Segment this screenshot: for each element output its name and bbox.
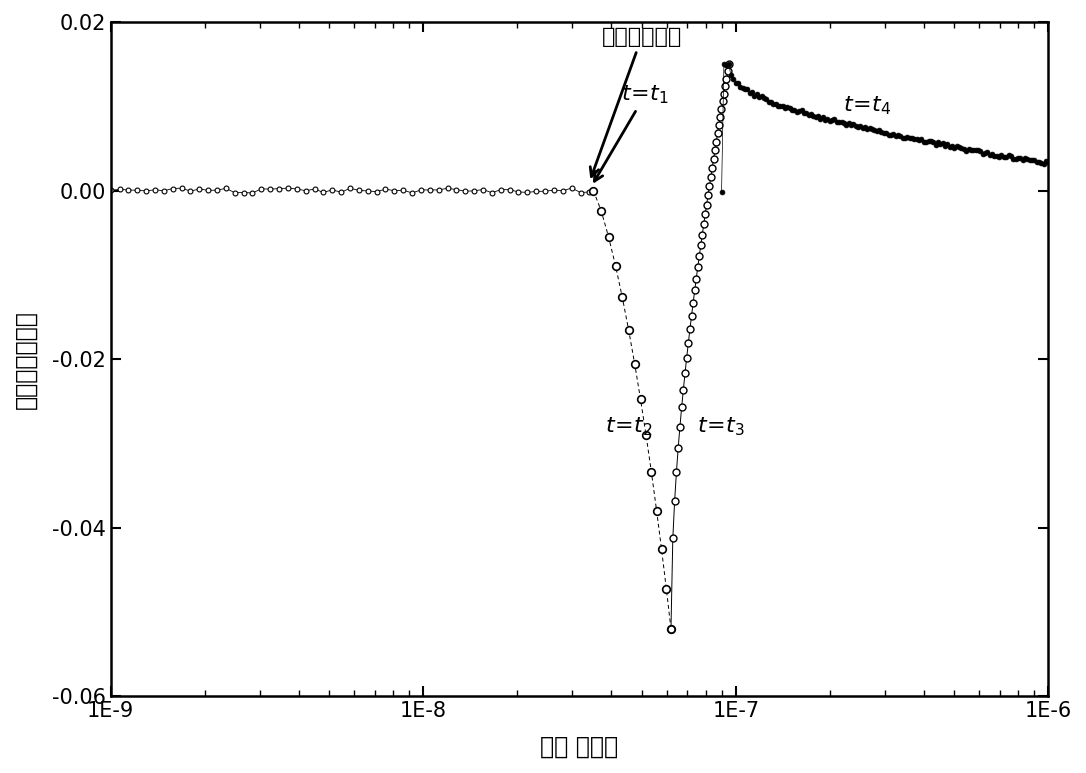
Text: 激光开始照射: 激光开始照射 (591, 27, 682, 176)
Text: $t\!=\!t_3$: $t\!=\!t_3$ (697, 415, 745, 438)
Text: $t\!=\!t_2$: $t\!=\!t_2$ (605, 415, 653, 438)
Y-axis label: 光伏响应（伏）: 光伏响应（伏） (14, 310, 38, 409)
Text: $t\!=\!t_4$: $t\!=\!t_4$ (843, 95, 892, 117)
X-axis label: 时间 （秒）: 时间 （秒） (541, 735, 619, 759)
Text: $t\!=\!t_1$: $t\!=\!t_1$ (594, 83, 669, 181)
